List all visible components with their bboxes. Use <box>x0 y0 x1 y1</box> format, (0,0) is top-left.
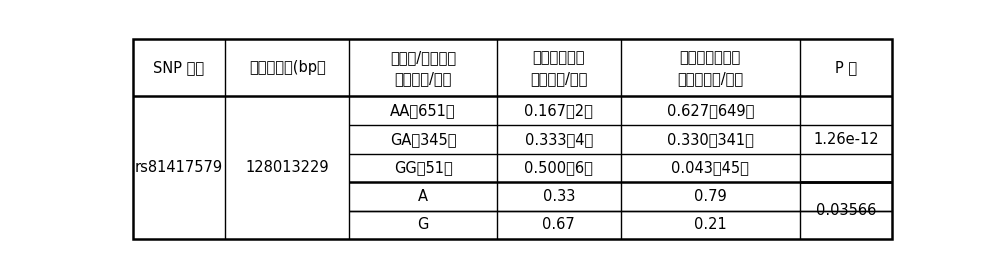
Text: （个体数/个）: （个体数/个） <box>530 71 587 86</box>
Text: 0.627（649）: 0.627（649） <box>667 103 754 118</box>
Text: （个体数/个）: （个体数/个） <box>394 71 452 86</box>
Text: 基因型/等位基因: 基因型/等位基因 <box>390 50 456 65</box>
Text: 0.21: 0.21 <box>694 217 727 232</box>
Text: rs81417579: rs81417579 <box>135 160 223 175</box>
Text: SNP 名称: SNP 名称 <box>153 60 205 75</box>
Text: 1.26e-12: 1.26e-12 <box>813 132 879 147</box>
Text: 阴囊疝发病率: 阴囊疝发病率 <box>533 50 585 65</box>
Text: 基因组位置(bp）: 基因组位置(bp） <box>249 60 326 75</box>
Text: 0.167（2）: 0.167（2） <box>524 103 593 118</box>
Text: 128013229: 128013229 <box>246 160 329 175</box>
Text: 0.333（4）: 0.333（4） <box>525 132 593 147</box>
Text: 0.043（45）: 0.043（45） <box>671 160 749 175</box>
Text: GG（51）: GG（51） <box>394 160 452 175</box>
Text: 0.03566: 0.03566 <box>816 203 876 218</box>
Text: 0.79: 0.79 <box>694 189 727 204</box>
Text: 0.67: 0.67 <box>542 217 575 232</box>
Text: 正常猪所占百分: 正常猪所占百分 <box>680 50 741 65</box>
Text: 0.33: 0.33 <box>543 189 575 204</box>
Text: 0.500（6）: 0.500（6） <box>524 160 593 175</box>
Text: 0.330（341）: 0.330（341） <box>667 132 754 147</box>
Text: 比（个体数/个）: 比（个体数/个） <box>677 71 743 86</box>
Text: AA（651）: AA（651） <box>390 103 456 118</box>
Text: A: A <box>418 189 428 204</box>
Text: GA（345）: GA（345） <box>390 132 456 147</box>
Text: G: G <box>417 217 429 232</box>
Text: P 值: P 值 <box>835 60 857 75</box>
